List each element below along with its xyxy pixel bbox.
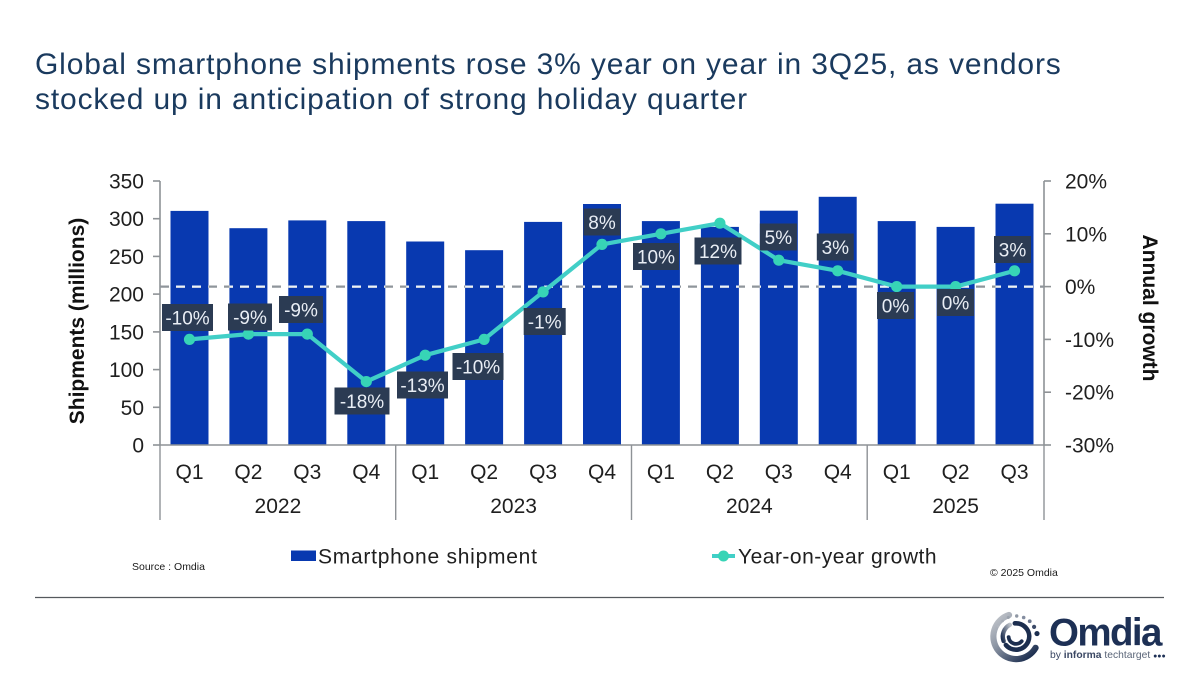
svg-text:Q3: Q3 — [1000, 461, 1028, 484]
svg-text:Omdia: Omdia — [1049, 612, 1163, 655]
svg-text:2023: 2023 — [490, 495, 537, 518]
svg-text:Q1: Q1 — [411, 461, 439, 484]
svg-text:Q3: Q3 — [529, 461, 557, 484]
svg-text:-13%: -13% — [400, 376, 444, 397]
svg-text:3%: 3% — [999, 241, 1027, 262]
svg-text:200: 200 — [109, 284, 144, 307]
svg-text:Q2: Q2 — [470, 461, 498, 484]
svg-text:5%: 5% — [765, 228, 793, 249]
svg-text:10%: 10% — [637, 248, 675, 269]
svg-text:2024: 2024 — [726, 495, 773, 518]
svg-text:150: 150 — [109, 321, 144, 344]
svg-text:Q1: Q1 — [175, 461, 203, 484]
svg-text:Q1: Q1 — [883, 461, 911, 484]
svg-text:Q1: Q1 — [647, 461, 675, 484]
svg-text:Year-on-year growth: Year-on-year growth — [738, 546, 937, 569]
svg-text:20%: 20% — [1065, 171, 1107, 194]
svg-text:-1%: -1% — [528, 313, 562, 334]
svg-text:-10%: -10% — [1065, 329, 1114, 352]
svg-text:250: 250 — [109, 246, 144, 269]
svg-text:12%: 12% — [699, 242, 737, 263]
svg-text:© 2025 Omdia: © 2025 Omdia — [990, 567, 1058, 579]
svg-text:-9%: -9% — [233, 308, 267, 329]
svg-text:Q2: Q2 — [942, 461, 970, 484]
svg-text:by informa techtarget ●●●: by informa techtarget ●●● — [1050, 650, 1166, 661]
svg-text:0: 0 — [132, 435, 144, 458]
svg-text:0%: 0% — [882, 297, 910, 318]
svg-text:10%: 10% — [1065, 223, 1107, 246]
svg-text:300: 300 — [109, 208, 144, 231]
svg-text:2022: 2022 — [255, 495, 302, 518]
svg-text:50: 50 — [121, 397, 144, 420]
svg-text:-20%: -20% — [1065, 382, 1114, 405]
svg-text:-30%: -30% — [1065, 435, 1114, 458]
svg-text:3%: 3% — [822, 238, 850, 259]
svg-text:Source : Omdia: Source : Omdia — [132, 561, 205, 573]
svg-text:2025: 2025 — [932, 495, 979, 518]
svg-text:Q4: Q4 — [824, 461, 852, 484]
svg-text:100: 100 — [109, 359, 144, 382]
svg-text:0%: 0% — [942, 294, 970, 315]
svg-text:Q4: Q4 — [588, 461, 616, 484]
svg-text:0%: 0% — [1065, 276, 1095, 299]
svg-text:-18%: -18% — [340, 392, 384, 413]
svg-text:350: 350 — [109, 171, 144, 194]
svg-text:Q2: Q2 — [706, 461, 734, 484]
svg-text:Q3: Q3 — [293, 461, 321, 484]
svg-text:-10%: -10% — [165, 309, 209, 330]
svg-text:Q3: Q3 — [765, 461, 793, 484]
svg-text:Q2: Q2 — [234, 461, 262, 484]
svg-text:8%: 8% — [588, 213, 616, 234]
svg-text:Q4: Q4 — [352, 461, 380, 484]
svg-text:-10%: -10% — [456, 358, 500, 379]
svg-text:-9%: -9% — [284, 301, 318, 322]
svg-text:Smartphone shipment: Smartphone shipment — [318, 546, 538, 569]
